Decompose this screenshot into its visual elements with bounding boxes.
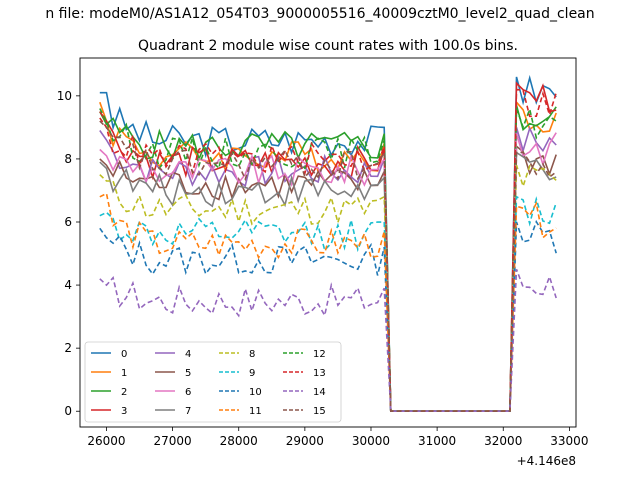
y-tick: 8 xyxy=(64,152,80,166)
y-tick-label: 6 xyxy=(64,215,72,229)
x-tick-label: 30000 xyxy=(352,434,390,448)
y-tick-label: 4 xyxy=(64,278,72,292)
plot-frame xyxy=(79,57,577,428)
legend-label: 8 xyxy=(249,349,255,360)
series-line-10 xyxy=(99,219,557,413)
chart-title: Quadrant 2 module wise count rates with … xyxy=(138,38,518,54)
series-line-15 xyxy=(99,120,557,413)
x-tick: 30000 xyxy=(352,427,390,448)
legend-label: 3 xyxy=(121,406,127,417)
legend-item: 13 xyxy=(283,368,326,379)
legend-label: 2 xyxy=(121,387,127,398)
x-offset-label: +4.146e8 xyxy=(517,454,576,468)
figure-title: n file: modeM0/AS1A12_054T03_9000005516_… xyxy=(45,6,594,22)
legend-item: 14 xyxy=(283,387,326,398)
legend-item: 12 xyxy=(283,349,326,360)
x-tick: 29000 xyxy=(286,427,324,448)
legend-item: 5 xyxy=(155,368,191,379)
x-tick: 32000 xyxy=(484,427,522,448)
legend-label: 9 xyxy=(249,368,255,379)
series-line-9 xyxy=(99,195,557,413)
y-tick: 0 xyxy=(64,404,80,418)
y-tick-label: 8 xyxy=(64,152,72,166)
y-tick: 2 xyxy=(64,341,80,355)
x-tick-label: 29000 xyxy=(286,434,324,448)
x-tick-label: 33000 xyxy=(550,434,588,448)
legend-label: 0 xyxy=(121,349,127,360)
x-tick: 31000 xyxy=(418,427,456,448)
x-tick-label: 26000 xyxy=(87,434,125,448)
y-tick-label: 10 xyxy=(57,89,72,103)
legend-item: 15 xyxy=(283,406,326,417)
x-tick: 33000 xyxy=(550,427,588,448)
x-tick: 27000 xyxy=(153,427,192,448)
legend-item: 10 xyxy=(219,387,262,398)
legend-item: 9 xyxy=(219,368,255,379)
legend-item: 1 xyxy=(91,368,127,379)
x-tick: 26000 xyxy=(87,427,126,448)
x-tick-label: 31000 xyxy=(418,434,456,448)
x-tick: 28000 xyxy=(220,427,258,448)
legend-item: 4 xyxy=(155,349,191,360)
y-tick: 4 xyxy=(64,278,80,292)
legend-item: 2 xyxy=(91,387,127,398)
legend-item: 0 xyxy=(91,349,127,360)
legend-label: 5 xyxy=(185,368,191,379)
legend-item: 3 xyxy=(91,406,127,417)
legend-item: 8 xyxy=(219,349,255,360)
series-layer xyxy=(99,74,557,413)
legend-item: 6 xyxy=(155,387,191,398)
y-tick-label: 2 xyxy=(64,341,72,355)
y-tick: 6 xyxy=(64,215,80,229)
x-tick-label: 27000 xyxy=(153,434,191,448)
legend-label: 14 xyxy=(313,387,326,398)
legend-item: 11 xyxy=(219,406,262,417)
x-axis: 26000 27000 28000 29000 30000 31000 32000 33000 xyxy=(87,427,588,448)
legend-label: 7 xyxy=(185,406,191,417)
y-axis: 0 2 4 6 8 10 xyxy=(57,89,80,418)
x-tick-label: 28000 xyxy=(220,434,258,448)
legend-item: 7 xyxy=(155,406,191,417)
legend-label: 15 xyxy=(313,406,326,417)
legend-label: 4 xyxy=(185,349,191,360)
legend-label: 10 xyxy=(249,387,262,398)
y-tick-label: 0 xyxy=(64,404,72,418)
x-tick-label: 32000 xyxy=(484,434,522,448)
legend-box xyxy=(84,341,342,423)
legend-label: 11 xyxy=(249,406,262,417)
legend-label: 6 xyxy=(185,387,191,398)
legend-label: 12 xyxy=(313,349,326,360)
legend-label: 13 xyxy=(313,368,326,379)
legend-label: 1 xyxy=(121,368,127,379)
y-tick: 10 xyxy=(57,89,80,103)
